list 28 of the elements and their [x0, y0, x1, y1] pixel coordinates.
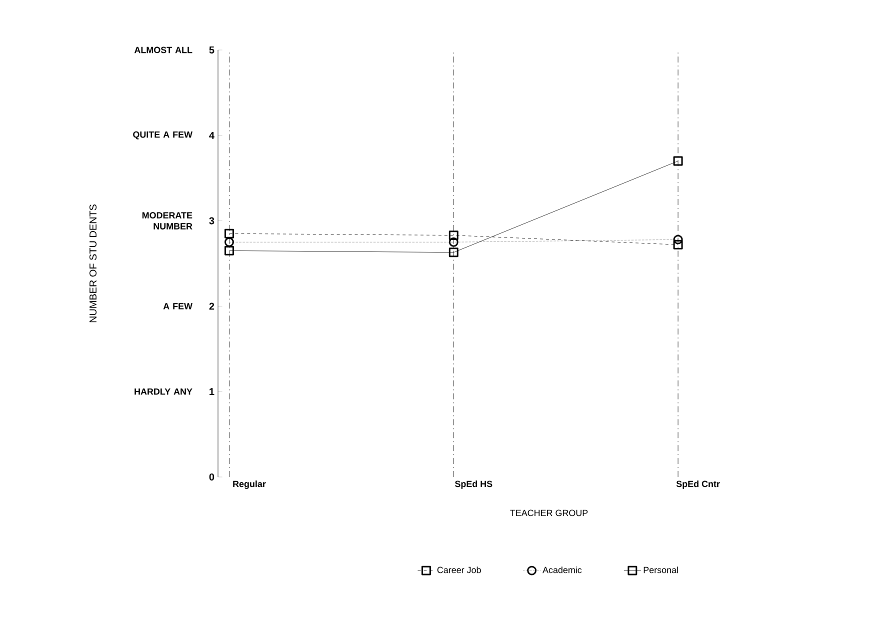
y-tick-label: 4: [209, 132, 214, 139]
point: [224, 237, 234, 247]
x-tick-label: Regular: [233, 480, 266, 489]
point: [673, 156, 683, 166]
point: [224, 246, 234, 256]
x-tick-label: SpEd HS: [454, 480, 492, 489]
annotation: QUITE A FEW: [133, 131, 192, 140]
point: [224, 228, 234, 238]
point: [448, 248, 458, 258]
point: [448, 237, 458, 247]
y-tick-label: 1: [210, 388, 214, 396]
point: [448, 230, 458, 240]
legend-label: Academic: [542, 566, 582, 574]
y-tick-label: 5: [209, 46, 214, 54]
annotation: A FEW: [163, 303, 192, 310]
x-axis-title: TEACHER GROUP: [510, 510, 588, 516]
y-tick-label: 0: [209, 473, 214, 481]
y-tick-label: 3: [209, 217, 214, 224]
legend-label: Career Job: [437, 566, 481, 574]
legend-label: Personal: [644, 566, 678, 574]
point: [673, 234, 683, 244]
x-tick-label: SpEd Cntr: [676, 480, 720, 489]
point: [673, 240, 683, 250]
annotation: MODERATE NUMBER: [142, 212, 192, 230]
annotation: HARDLY ANY: [134, 388, 192, 395]
y-tick-label: 2: [209, 302, 214, 310]
annotation: ALMOST ALL: [134, 46, 192, 54]
y-axis-title: NUMBER OF STU DENTS: [89, 204, 97, 322]
